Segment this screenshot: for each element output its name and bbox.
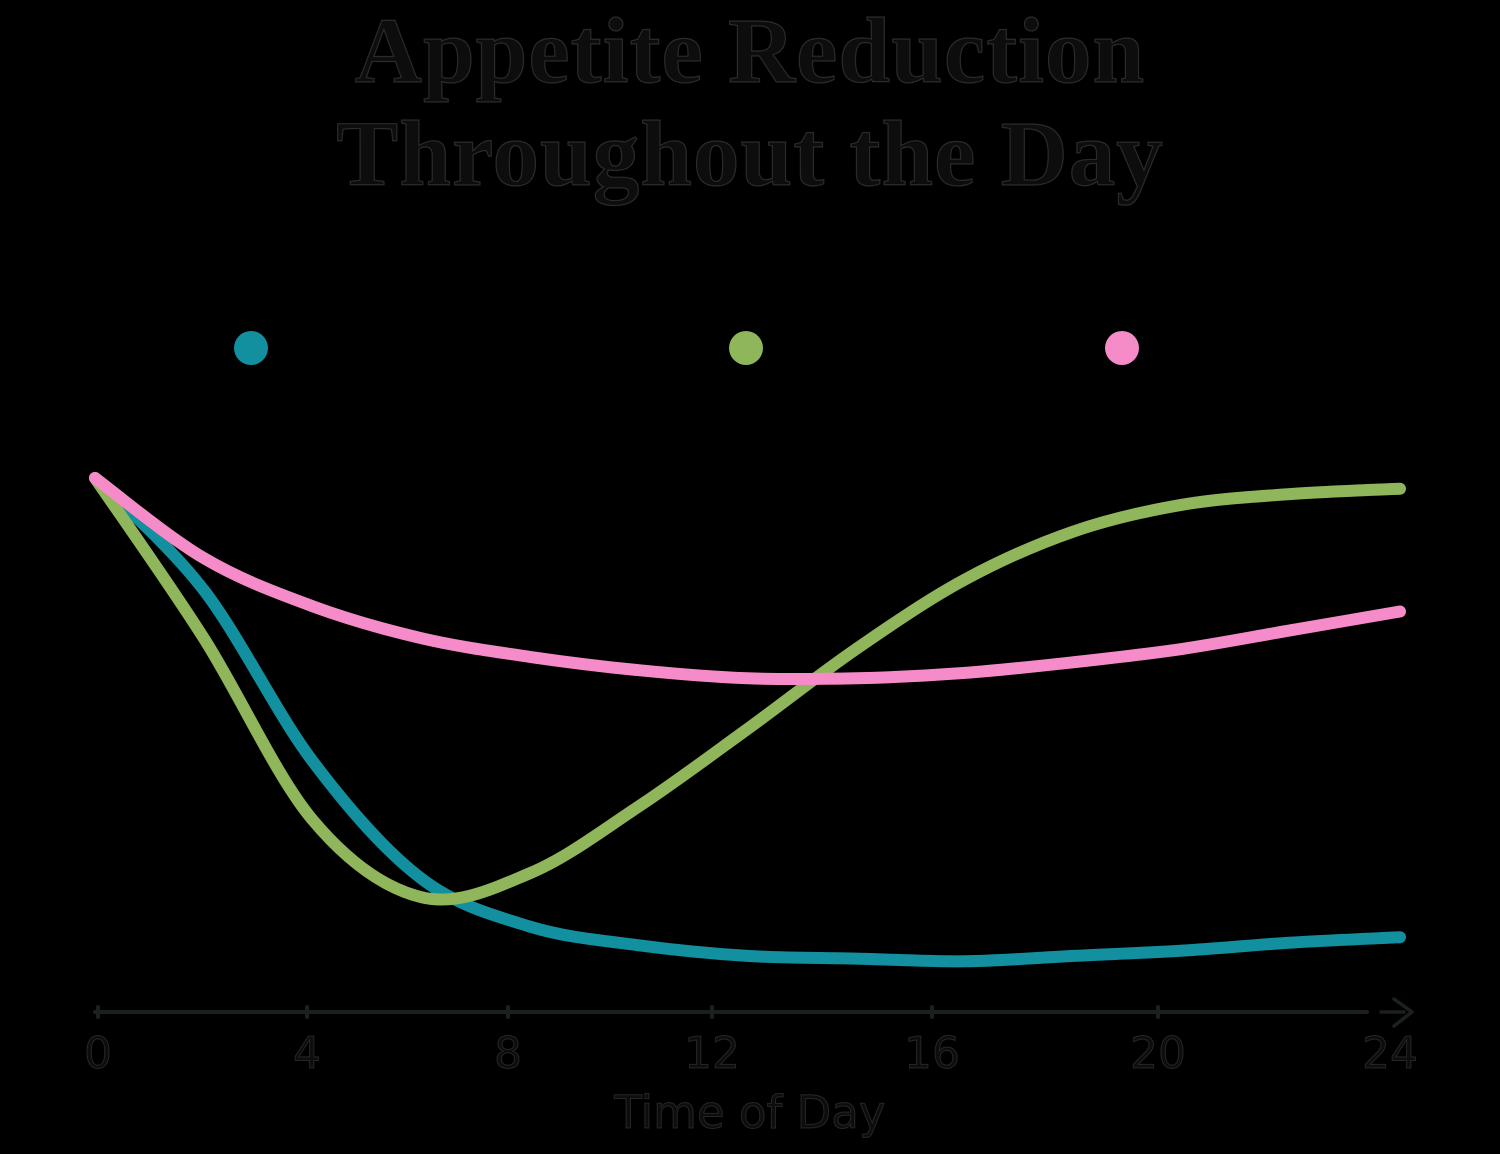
x-axis-tick-label-16: 16: [904, 1028, 961, 1080]
line-pink: [89, 472, 1406, 686]
line-teal: [89, 472, 1406, 968]
line-green: [89, 472, 1406, 906]
x-axis-tick-label-0: 0: [84, 1028, 113, 1080]
x-axis-tick-label-4: 4: [293, 1028, 322, 1080]
chart-title: Appetite Reduction Throughout the Day: [0, 0, 1500, 207]
x-axis-tick-label-8: 8: [494, 1028, 523, 1080]
x-axis-arrow-icon: [1379, 997, 1414, 1028]
legend-dot-pink: [1105, 331, 1139, 365]
x-axis-title: Time of Day: [614, 1086, 886, 1140]
chart-title-line2: Throughout the Day: [336, 102, 1164, 206]
series-lines: [89, 472, 1406, 968]
x-axis-group: [93, 997, 1414, 1028]
x-axis-ticks: [96, 1005, 1160, 1019]
legend-dot-teal: [234, 331, 268, 365]
legend-dot-green: [729, 331, 763, 365]
x-axis-tick-label-24: 24: [1362, 1028, 1419, 1080]
chart-title-line1: Appetite Reduction: [354, 0, 1146, 104]
x-axis-tick-label-20: 20: [1130, 1028, 1187, 1080]
x-axis-tick-label-12: 12: [684, 1028, 741, 1080]
